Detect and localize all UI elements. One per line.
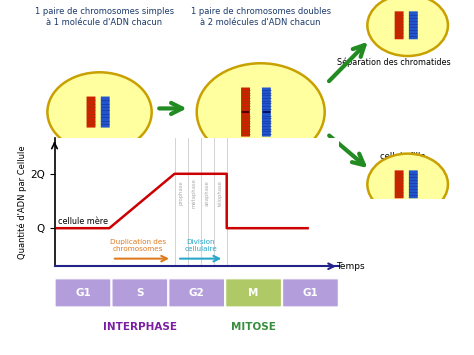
Text: MITOSE: MITOSE (231, 322, 276, 332)
Text: G1: G1 (302, 288, 319, 298)
FancyBboxPatch shape (262, 88, 271, 111)
Text: M: M (248, 288, 259, 298)
Text: Séparation des chromatides: Séparation des chromatides (337, 58, 450, 67)
Ellipse shape (197, 63, 325, 161)
Text: G2: G2 (189, 288, 205, 298)
FancyBboxPatch shape (55, 279, 111, 307)
FancyBboxPatch shape (395, 170, 403, 198)
FancyBboxPatch shape (87, 97, 95, 127)
Text: cellule fille: cellule fille (380, 152, 426, 161)
FancyBboxPatch shape (226, 279, 282, 307)
FancyBboxPatch shape (112, 279, 168, 307)
Ellipse shape (47, 72, 152, 152)
Ellipse shape (367, 0, 448, 56)
FancyBboxPatch shape (395, 11, 403, 39)
FancyBboxPatch shape (101, 97, 109, 127)
Text: INTERPHASE: INTERPHASE (103, 322, 177, 332)
Ellipse shape (367, 154, 448, 215)
FancyBboxPatch shape (409, 11, 418, 39)
FancyBboxPatch shape (169, 279, 225, 307)
Text: cellule mère: cellule mère (58, 217, 108, 226)
Text: S: S (136, 288, 144, 298)
FancyBboxPatch shape (241, 88, 250, 111)
Y-axis label: Quantité d'ADN par Cellule: Quantité d'ADN par Cellule (18, 146, 27, 259)
Text: Division
cellulaire: Division cellulaire (184, 239, 217, 252)
Text: cellule mère: cellule mère (73, 164, 126, 174)
FancyBboxPatch shape (241, 113, 250, 137)
Text: Temps: Temps (336, 262, 365, 271)
Text: métaphase: métaphase (191, 178, 197, 208)
Text: prophase: prophase (179, 181, 183, 205)
FancyBboxPatch shape (283, 279, 338, 307)
Text: 1 paire de chromosomes simples
à 1 molécule d'ADN chacun: 1 paire de chromosomes simples à 1 moléc… (35, 7, 174, 27)
Text: télophase: télophase (218, 180, 223, 206)
FancyBboxPatch shape (409, 170, 418, 198)
Text: Duplication des
chromosomes: Duplication des chromosomes (110, 239, 166, 252)
Text: G1: G1 (75, 288, 91, 298)
Text: anaphase: anaphase (205, 180, 210, 206)
FancyBboxPatch shape (262, 113, 271, 137)
Text: 1 paire de chromosomes doubles
à 2 molécules d'ADN chacun: 1 paire de chromosomes doubles à 2 moléc… (191, 7, 331, 27)
